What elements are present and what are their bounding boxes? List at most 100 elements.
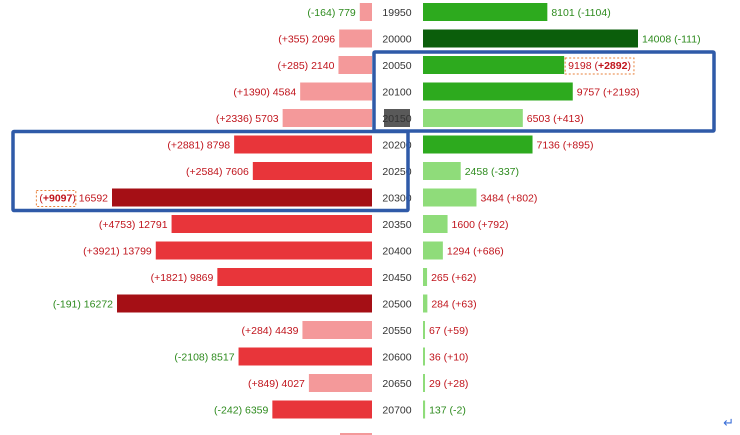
left-bar-20000 bbox=[339, 29, 372, 48]
left-change-20600: -2108 bbox=[178, 352, 205, 364]
left-value-19950: 779 bbox=[338, 7, 356, 19]
emphasis-box-right-20050 bbox=[564, 57, 635, 75]
right-bar-20250 bbox=[423, 162, 461, 180]
right-label-20050: 9198 (+2892) bbox=[568, 60, 631, 72]
left-bar-20350 bbox=[171, 215, 372, 233]
right-bar-20000 bbox=[423, 29, 638, 48]
right-value-20100: 9757 bbox=[577, 87, 601, 99]
right-label-19950: 8101 (-1104) bbox=[551, 7, 610, 19]
left-value-20650: 4027 bbox=[282, 378, 306, 390]
right-value-20050: 9198 bbox=[568, 60, 592, 72]
left-change-20500: -191 bbox=[56, 299, 77, 311]
category-tick-20150: 20150 bbox=[382, 113, 411, 125]
right-label-20450: 265 (+62) bbox=[431, 272, 476, 284]
category-tick-20050: 20050 bbox=[382, 60, 411, 72]
right-bar-20300 bbox=[423, 188, 477, 207]
right-label-20650: 29 (+28) bbox=[429, 378, 468, 390]
left-label-20300: (+9097) 16592 bbox=[39, 193, 108, 205]
right-label-20300: 3484 (+802) bbox=[480, 193, 537, 205]
right-value-20600: 36 bbox=[429, 352, 441, 364]
right-label-20500: 284 (+63) bbox=[431, 299, 476, 311]
left-bar-20700 bbox=[272, 400, 372, 419]
right-change-20250: -337 bbox=[495, 166, 516, 178]
right-label-20700: 137 (-2) bbox=[429, 405, 466, 417]
left-bar-20300 bbox=[112, 188, 372, 207]
right-change-20700: -2 bbox=[453, 405, 462, 417]
right-bar-20600 bbox=[423, 347, 425, 366]
right-bar-20550 bbox=[423, 321, 425, 339]
right-change-20150: +413 bbox=[557, 113, 581, 125]
right-label-20000: 14008 (-111) bbox=[642, 34, 701, 46]
left-change-20250: +2584 bbox=[190, 166, 220, 178]
category-tick-20600: 20600 bbox=[382, 352, 411, 364]
right-label-20100: 9757 (+2193) bbox=[577, 87, 640, 99]
left-value-20350: 12791 bbox=[138, 219, 167, 231]
right-change-20300: +802 bbox=[510, 193, 534, 205]
left-change-20200: +2881 bbox=[171, 140, 201, 152]
left-change-19950: -164 bbox=[311, 7, 332, 19]
category-tick-20000: 20000 bbox=[382, 34, 411, 46]
right-bar-20350 bbox=[423, 215, 448, 233]
category-tick-20650: 20650 bbox=[382, 378, 411, 390]
left-bar-20050 bbox=[338, 56, 372, 74]
left-label-20400: (+3921) 13799 bbox=[83, 246, 152, 258]
left-value-20000: 2096 bbox=[312, 34, 336, 46]
left-label-20700: (-242) 6359 bbox=[214, 405, 268, 417]
highlight-boxes-group bbox=[11, 50, 716, 213]
right-change-20050: +2892 bbox=[598, 60, 628, 72]
category-tick-20400: 20400 bbox=[382, 246, 411, 258]
left-label-20050: (+285) 2140 bbox=[278, 60, 335, 72]
category-tick-20450: 20450 bbox=[382, 272, 411, 284]
right-bar-20400 bbox=[423, 241, 443, 260]
right-value-20700: 137 bbox=[429, 405, 447, 417]
category-tick-19950: 19950 bbox=[382, 7, 411, 19]
left-value-20400: 13799 bbox=[123, 246, 152, 258]
right-bar-20150 bbox=[423, 109, 523, 127]
right-change-20500: +63 bbox=[455, 299, 473, 311]
left-bar-20200 bbox=[234, 135, 372, 154]
left-change-20150: +2336 bbox=[219, 113, 249, 125]
left-value-20250: 7606 bbox=[225, 166, 249, 178]
left-bar-cutoff bbox=[340, 433, 372, 435]
left-change-20450: +1821 bbox=[154, 272, 184, 284]
left-bar-20600 bbox=[238, 347, 372, 366]
left-change-20050: +285 bbox=[281, 60, 305, 72]
right-bar-20450 bbox=[423, 268, 428, 286]
right-bar-19950 bbox=[423, 3, 548, 21]
left-label-20150: (+2336) 5703 bbox=[216, 113, 279, 125]
category-ticks-group: 19950 20000 20050 20100 20150 20200 20250 20300… bbox=[382, 7, 411, 417]
left-change-20350: +4753 bbox=[102, 219, 132, 231]
left-change-20700: -242 bbox=[218, 405, 239, 417]
left-label-20500: (-191) 16272 bbox=[53, 299, 113, 311]
highlight-box-right bbox=[372, 50, 716, 133]
left-bars-group: (-164) 779 (+355) 2096 (+285) 2140 (+1390) … bbox=[39, 3, 372, 435]
left-bar-20250 bbox=[252, 162, 372, 180]
left-bar-20150 bbox=[282, 109, 372, 127]
left-label-20000: (+355) 2096 bbox=[278, 34, 335, 46]
right-value-20000: 14008 bbox=[642, 34, 671, 46]
left-value-20550: 4439 bbox=[275, 325, 299, 337]
right-value-20300: 3484 bbox=[480, 193, 504, 205]
left-value-20300: 16592 bbox=[79, 193, 108, 205]
left-label-20550: (+284) 4439 bbox=[242, 325, 299, 337]
right-label-20250: 2458 (-337) bbox=[465, 166, 519, 178]
right-label-20150: 6503 (+413) bbox=[527, 113, 584, 125]
category-tick-20350: 20350 bbox=[382, 219, 411, 231]
right-value-20350: 1600 bbox=[452, 219, 476, 231]
right-value-19950: 8101 bbox=[551, 7, 575, 19]
left-label-20200: (+2881) 8798 bbox=[167, 140, 230, 152]
right-label-20550: 67 (+59) bbox=[429, 325, 468, 337]
left-label-19950: (-164) 779 bbox=[307, 7, 356, 19]
category-tick-20500: 20500 bbox=[382, 299, 411, 311]
left-change-20300: +9097 bbox=[43, 193, 73, 205]
right-change-20000: -111 bbox=[678, 34, 698, 46]
left-value-20200: 8798 bbox=[207, 140, 231, 152]
category-tick-20700: 20700 bbox=[382, 405, 411, 417]
left-bar-20450 bbox=[217, 268, 372, 286]
right-value-20450: 265 bbox=[431, 272, 449, 284]
right-change-20600: +10 bbox=[447, 352, 465, 364]
right-value-20650: 29 bbox=[429, 378, 441, 390]
right-bar-20650 bbox=[423, 374, 425, 392]
right-value-20550: 67 bbox=[429, 325, 441, 337]
right-value-20500: 284 bbox=[431, 299, 449, 311]
